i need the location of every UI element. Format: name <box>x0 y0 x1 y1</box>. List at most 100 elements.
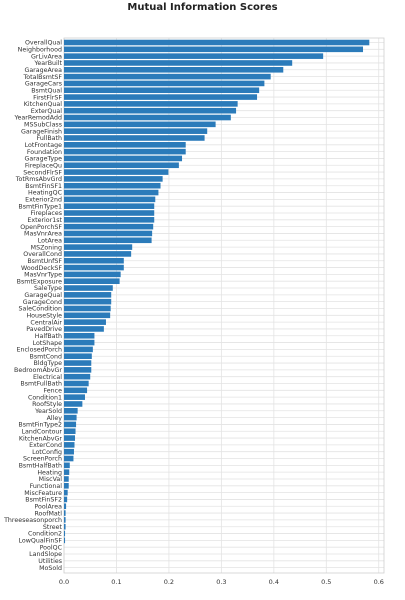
chart-title: Mutual Information Scores <box>127 2 278 13</box>
y-tick-label: OverallCond <box>23 251 62 258</box>
bar <box>64 367 92 373</box>
y-tick-label: BsmtFinType2 <box>18 422 62 429</box>
y-tick-label: BedroomAbvGr <box>14 367 62 374</box>
y-tick-label: ScreenPorch <box>23 456 62 463</box>
y-tick-label: BsmtFinType1 <box>18 203 62 210</box>
y-tick-label: PoolArea <box>34 503 62 510</box>
y-tick-label: GarageType <box>24 156 62 163</box>
y-tick-label: SaleType <box>34 285 62 292</box>
y-tick-label: GarageCond <box>23 299 62 306</box>
bar <box>64 182 161 189</box>
bar <box>64 332 95 339</box>
y-tick-label: FullBath <box>37 135 62 142</box>
y-tick-label: LotConfig <box>32 449 62 456</box>
y-tick-label: MiscVal <box>39 476 63 483</box>
x-tick-label: 0.3 <box>216 578 226 586</box>
bar <box>64 257 124 264</box>
bar <box>64 476 69 482</box>
bar <box>64 162 179 169</box>
y-tick-label: LandContour <box>22 428 63 435</box>
bar <box>64 503 67 510</box>
y-tick-label: Street <box>43 524 63 531</box>
bar <box>64 142 186 148</box>
bar <box>64 530 66 537</box>
y-tick-label: Condition2 <box>28 531 62 538</box>
bars <box>64 39 370 544</box>
bar <box>64 271 121 278</box>
bar <box>64 380 89 387</box>
bar <box>64 107 237 114</box>
y-tick-label: BsmtFullBath <box>20 381 62 388</box>
bar <box>64 196 156 203</box>
bar <box>64 292 112 298</box>
y-tick-labels: OverallQualNeighborhoodGrLivAreaYearBuil… <box>3 40 63 572</box>
y-tick-label: MiscFeature <box>24 490 62 497</box>
y-tick-label: BsmtQual <box>31 87 62 94</box>
x-tick-label: 0.4 <box>269 578 279 586</box>
bar <box>64 448 74 455</box>
y-tick-label: RoofStyle <box>32 401 62 408</box>
y-tick-label: BsmtCond <box>30 353 62 360</box>
y-tick-label: Foundation <box>27 149 62 156</box>
bar <box>64 237 152 244</box>
y-tick-label: FirstFlrSF <box>33 94 62 101</box>
bar <box>64 278 120 284</box>
y-tick-label: OverallQual <box>25 40 62 47</box>
bar <box>64 305 111 312</box>
y-tick-label: MSSubClass <box>24 122 62 129</box>
bar <box>64 428 76 435</box>
bar <box>64 360 92 366</box>
y-tick-label: Condition1 <box>28 394 62 401</box>
plot-frame <box>63 37 385 574</box>
bar <box>64 462 70 469</box>
bar <box>64 326 104 332</box>
bar <box>64 489 68 496</box>
y-tick-label: Electrical <box>33 374 62 381</box>
x-tick-label: 0.0 <box>59 578 69 586</box>
bar <box>64 46 364 53</box>
y-tick-label: TotRmsAbvGrd <box>15 176 62 183</box>
bar <box>64 251 132 257</box>
y-tick-label: Neighborhood <box>18 47 62 54</box>
bar <box>64 73 271 80</box>
bar <box>64 39 370 46</box>
y-tick-label: YearRemodAdd <box>14 115 62 122</box>
y-tick-label: HalfBath <box>35 333 62 340</box>
bar <box>64 455 74 462</box>
y-tick-label: GarageFinish <box>21 128 62 135</box>
bar <box>64 421 77 428</box>
y-tick-label: FireplaceQu <box>25 162 62 169</box>
bar <box>64 285 113 291</box>
bar <box>64 496 68 503</box>
bar <box>64 210 155 216</box>
y-tick-label: LotShape <box>33 340 63 347</box>
bar <box>64 223 154 230</box>
bar <box>64 373 91 380</box>
y-tick-label: HeatingQC <box>28 190 63 197</box>
bar <box>64 189 159 196</box>
x-tick-label: 0.5 <box>321 578 331 586</box>
bar <box>64 121 216 128</box>
bar <box>64 414 77 421</box>
y-tick-label: YearBuilt <box>33 60 62 67</box>
bar <box>64 114 231 121</box>
y-tick-label: Fence <box>44 388 63 395</box>
y-tick-label: Heating <box>37 469 62 476</box>
bar <box>64 469 70 475</box>
x-tick-label: 0.1 <box>111 578 121 586</box>
x-tick-label: 0.6 <box>374 578 384 586</box>
y-tick-label: EnclosedPorch <box>16 347 62 354</box>
bar <box>64 230 153 237</box>
bar <box>64 510 66 516</box>
y-tick-label: BsmtExposure <box>17 278 62 285</box>
y-tick-label: ExterQual <box>31 108 62 115</box>
y-tick-label: Threeseasonporch <box>3 517 62 524</box>
bar <box>64 346 93 353</box>
y-tick-label: BsmtFinSF1 <box>25 183 62 190</box>
y-tick-label: LandSlope <box>29 551 62 558</box>
bar <box>64 148 186 155</box>
y-tick-label: KitchenAbvGr <box>19 435 63 442</box>
x-tick-labels: 0.0 0.1 0.2 0.3 0.4 0.5 0.6 <box>59 578 384 586</box>
y-tick-label: SaleCondition <box>18 306 62 313</box>
